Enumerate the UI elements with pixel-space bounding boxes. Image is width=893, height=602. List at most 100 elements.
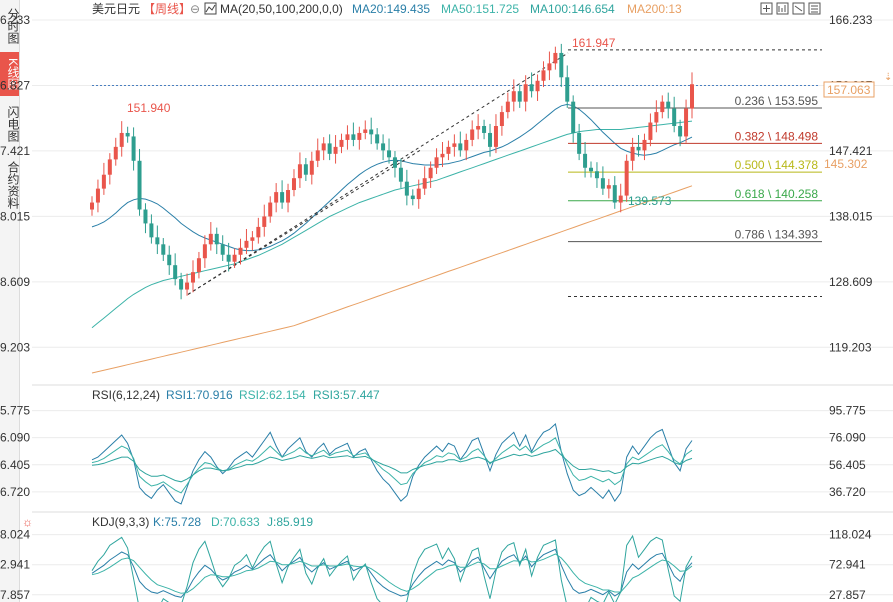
fib-level-label: 0.618 \ 140.258 (735, 187, 819, 201)
candle-body (517, 91, 522, 102)
candle-body (196, 258, 201, 273)
sub-tick-right: 27.857 (829, 588, 866, 602)
candle-body (476, 126, 481, 130)
candle-body (470, 129, 475, 140)
ma100-value: MA100:146.654 (530, 2, 615, 16)
candle-body (577, 132, 582, 154)
sub-tick-left: 76.090 (0, 431, 30, 445)
sub-tick-left: 118.024 (0, 528, 30, 542)
candle-body (291, 178, 296, 191)
candle-body (387, 150, 392, 158)
sub-series-line (91, 553, 693, 594)
candle-body (547, 63, 552, 71)
candle-body (392, 157, 397, 168)
sun-icon[interactable]: ☼ (22, 515, 33, 529)
candle-body (369, 129, 374, 135)
candle-body (173, 265, 178, 280)
toolbar (760, 2, 821, 15)
candle-body (262, 216, 267, 227)
candle-body (226, 254, 231, 262)
candle-body (363, 129, 368, 133)
ma20-series (91, 103, 693, 252)
candle-body (559, 52, 564, 78)
candle-body (321, 143, 326, 151)
candle-body (90, 202, 94, 210)
candle-body (589, 167, 594, 172)
candle-body (303, 164, 308, 175)
candle-body (523, 84, 528, 102)
kdj-lines (91, 534, 693, 602)
candle-body (297, 164, 302, 179)
candle-body (404, 181, 409, 196)
y-tick-left: 128.609 (0, 275, 30, 289)
candle-body (416, 188, 421, 200)
tab-contract-info[interactable]: 合约资料 (6, 161, 20, 209)
sub-tick-left: 72.941 (0, 558, 30, 572)
period-label[interactable]: 【周线】 (143, 2, 191, 16)
sub-tick-right: 36.720 (829, 485, 866, 499)
current-price-label: 157.063 (827, 83, 871, 97)
candle-body (137, 160, 142, 210)
candle-body (220, 244, 225, 255)
candle-body (618, 195, 623, 203)
sub-tick-left: 56.405 (0, 458, 30, 472)
candle-body (315, 150, 320, 161)
tab-flash[interactable]: 闪电图 (6, 106, 20, 142)
candle-body (529, 84, 534, 92)
kdj-k-value: K:75.728 (153, 515, 201, 529)
candle-body (339, 139, 344, 147)
candle-body (125, 132, 130, 137)
low-label: 139.573 (628, 194, 672, 208)
candle-body (268, 202, 273, 217)
candle-body (583, 153, 588, 168)
candle-body (161, 244, 166, 255)
candle-body (446, 146, 451, 154)
candle-body (648, 122, 653, 140)
candle-body (422, 178, 427, 189)
candle-body (167, 254, 172, 266)
candle-body (690, 84, 694, 109)
candle-body (553, 52, 558, 64)
candle-body (107, 159, 112, 175)
indicator-icon[interactable] (204, 2, 217, 15)
rsi1-value: RSI1:70.916 (166, 388, 233, 402)
candle-body (488, 132, 493, 147)
fib-level-label: 0.500 \ 144.378 (735, 158, 819, 172)
candle-body (440, 153, 445, 158)
sub-tick-left: 27.857 (0, 588, 30, 602)
y-tick-right: 128.609 (829, 275, 873, 289)
ma200-value: MA200:13 (627, 2, 682, 16)
candle-body (654, 112, 659, 123)
candle-body (666, 101, 671, 109)
kdj-grid: 118.024 118.024 72.941 72.941 27.857 27.857 (0, 528, 893, 602)
candle-body (398, 167, 403, 182)
ma200-line (91, 185, 693, 374)
ma20-line (91, 103, 693, 252)
sub-tick-right: 72.941 (829, 558, 866, 572)
candle-body (672, 108, 677, 127)
candle-body (452, 143, 457, 147)
y-tick-left: 166.233 (0, 13, 30, 27)
candle-body (357, 132, 362, 140)
candle-body (541, 70, 546, 81)
settings-icon[interactable]: ⊖ (190, 2, 200, 16)
candle-body (600, 178, 605, 189)
candle-body (410, 195, 415, 200)
tab-timeshare[interactable]: 分时图 (6, 8, 20, 44)
candle-body (208, 233, 213, 245)
rsi-grid: 95.775 95.775 76.090 76.090 56.405 56.405 36.7… (0, 404, 893, 499)
y-tick-right: 147.421 (829, 144, 873, 158)
price-axis: 166.233166.233156.827156.827147.421147.4… (0, 13, 873, 354)
ma200-series (91, 185, 693, 374)
candle-body (505, 101, 510, 113)
candle-body (232, 254, 237, 262)
candle-body (327, 143, 332, 154)
y-tick-left: 156.827 (0, 78, 30, 92)
tab-kline[interactable]: K线图 (0, 52, 20, 96)
candle-body (280, 192, 285, 203)
sub-tick-right: 76.090 (829, 431, 866, 445)
sub-tick-left: 36.720 (0, 485, 30, 499)
trend-line-upper (187, 52, 569, 295)
candle-body (244, 240, 249, 248)
